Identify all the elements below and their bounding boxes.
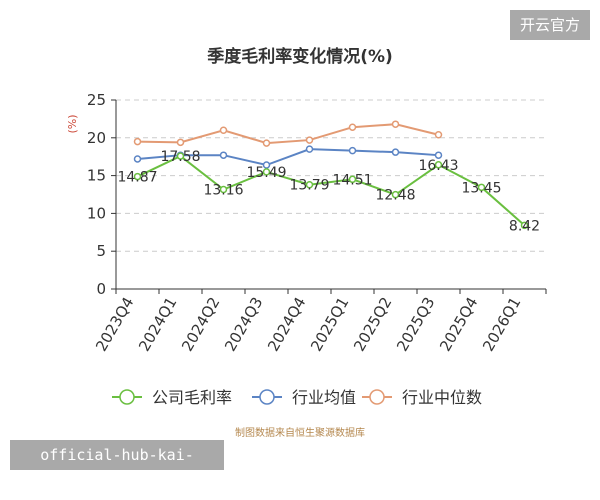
y-tick-label: 15: [87, 167, 106, 185]
series-point: [434, 161, 443, 169]
series-line: [137, 123, 439, 145]
series-point: [305, 145, 314, 153]
legend-label: 行业中位数: [402, 388, 482, 407]
x-tick-label: 2023Q4: [92, 294, 137, 355]
legend-marker: [119, 389, 135, 405]
series-point: [520, 221, 529, 230]
series-point: [262, 161, 271, 169]
chart-title: 季度毛利率变化情况(%): [207, 46, 393, 67]
series-point: [391, 190, 400, 199]
x-tick-label: 2024Q1: [135, 294, 180, 355]
series-point: [133, 137, 142, 146]
legend-marker: [259, 389, 275, 405]
series-point: [219, 151, 228, 159]
data-label: 16.43: [418, 158, 458, 174]
chart: 季度毛利率变化情况(%) (%) 0 5 10 15 20 25 2023Q4 2024Q1 2…: [66, 46, 547, 439]
watermark-badge-top: 开云官方: [510, 10, 590, 40]
series-point: [133, 155, 142, 163]
x-tick-label: 2025Q1: [307, 294, 352, 355]
series-point: [348, 175, 357, 184]
series-point: [305, 180, 314, 189]
series-point: [348, 123, 357, 131]
data-label: 14.87: [117, 170, 157, 186]
y-tick-label: 20: [87, 129, 106, 147]
data-label: 15.49: [246, 165, 286, 181]
series: [133, 120, 529, 230]
x-tick-label: 2025Q2: [350, 294, 395, 355]
data-label: 13.45: [461, 180, 501, 196]
series-point: [434, 151, 443, 159]
series-point: [262, 139, 271, 147]
series-point: [219, 126, 228, 134]
data-label: 14.51: [332, 172, 372, 188]
series-point: [348, 146, 357, 155]
x-tick-label: 2024Q2: [178, 294, 223, 355]
series-point: [434, 131, 443, 139]
series-point: [176, 152, 185, 160]
y-unit-label: (%): [66, 114, 79, 133]
axes: 0 5 10 15 20 25 2023Q42024Q12024Q22024Q32024Q4…: [87, 91, 547, 355]
series-point: [305, 136, 314, 144]
data-label: 12.48: [375, 188, 415, 204]
x-tick-label: 2025Q4: [436, 294, 481, 355]
x-tick-label: 2026Q1: [479, 294, 524, 355]
y-tick-label: 10: [87, 204, 106, 222]
grid: [116, 99, 546, 252]
watermark-badge-bottom: official-hub-kai-yun.com: [10, 440, 224, 494]
series-point: [477, 183, 486, 192]
series-point: [176, 138, 185, 147]
legend-marker: [369, 389, 385, 405]
source-note: 制图数据来自恒生聚源数据库: [235, 426, 365, 439]
series-point: [391, 148, 400, 156]
y-tick-label: 25: [87, 91, 106, 109]
series-point: [219, 185, 228, 194]
x-tick-label: 2025Q3: [393, 294, 438, 355]
data-label: 17.58: [160, 149, 200, 165]
series-point: [391, 120, 400, 128]
y-tick-label: 0: [96, 280, 106, 298]
x-tick-label: 2024Q3: [221, 294, 266, 355]
series-point: [133, 172, 142, 181]
legend-label: 公司毛利率: [152, 388, 232, 407]
y-tick-label: 5: [96, 242, 106, 260]
legend: 公司毛利率 行业均值 行业中位数: [112, 388, 482, 407]
chart-svg: 季度毛利率变化情况(%) (%) 05101520252023Q42024Q12…: [66, 46, 547, 439]
series-line: [137, 154, 526, 227]
series-point: [262, 168, 271, 176]
x-tick-label: 2024Q4: [264, 294, 309, 355]
legend-label: 行业均值: [292, 388, 356, 407]
data-label: 13.79: [289, 178, 329, 194]
series-line: [137, 148, 439, 167]
data-label: 8.42: [509, 218, 540, 234]
data-label: 13.16: [203, 183, 243, 199]
